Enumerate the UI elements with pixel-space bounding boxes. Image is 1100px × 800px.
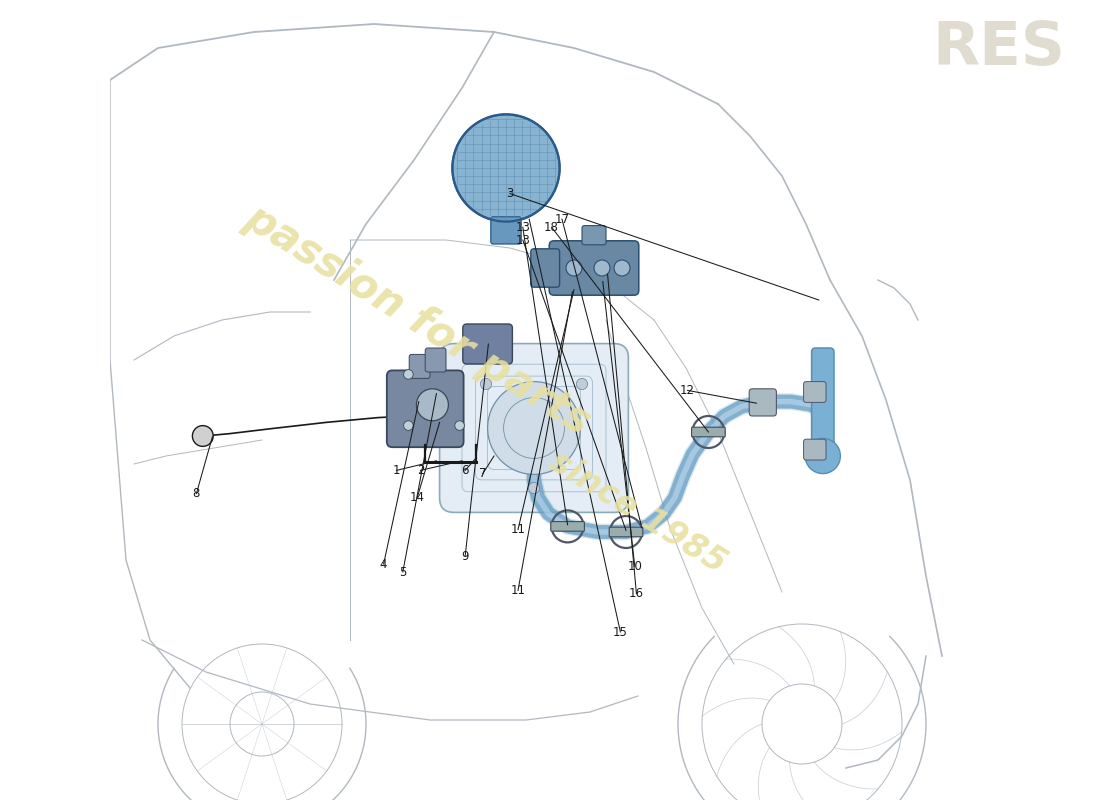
- Text: 1: 1: [393, 464, 400, 477]
- FancyBboxPatch shape: [463, 324, 513, 364]
- FancyBboxPatch shape: [549, 241, 639, 295]
- Text: 13: 13: [516, 234, 530, 246]
- FancyBboxPatch shape: [749, 389, 777, 416]
- Text: RES: RES: [933, 18, 1065, 78]
- Text: 13: 13: [516, 221, 530, 234]
- FancyBboxPatch shape: [440, 344, 628, 512]
- FancyBboxPatch shape: [387, 370, 463, 447]
- Text: 9: 9: [461, 550, 469, 562]
- FancyBboxPatch shape: [551, 522, 584, 531]
- FancyBboxPatch shape: [491, 217, 521, 244]
- Text: passion for parts: passion for parts: [238, 197, 598, 443]
- FancyBboxPatch shape: [692, 427, 725, 437]
- Text: 3: 3: [506, 187, 514, 200]
- Text: 11: 11: [510, 584, 526, 597]
- Circle shape: [594, 260, 610, 276]
- FancyBboxPatch shape: [426, 348, 446, 372]
- FancyBboxPatch shape: [582, 226, 606, 245]
- FancyBboxPatch shape: [409, 354, 430, 378]
- Text: since 1985: since 1985: [543, 445, 733, 579]
- FancyBboxPatch shape: [804, 439, 826, 460]
- Circle shape: [454, 421, 464, 430]
- Circle shape: [481, 378, 492, 390]
- Circle shape: [452, 114, 560, 222]
- Text: 11: 11: [510, 523, 526, 536]
- FancyBboxPatch shape: [609, 527, 642, 537]
- Text: 14: 14: [409, 491, 425, 504]
- Circle shape: [487, 382, 581, 474]
- Circle shape: [404, 370, 414, 379]
- Text: 8: 8: [192, 487, 200, 500]
- Circle shape: [192, 426, 213, 446]
- FancyBboxPatch shape: [812, 348, 834, 460]
- Text: 17: 17: [554, 213, 570, 226]
- Text: 12: 12: [680, 384, 695, 397]
- Circle shape: [417, 389, 449, 421]
- Circle shape: [614, 260, 630, 276]
- Text: 6: 6: [461, 464, 469, 477]
- FancyBboxPatch shape: [531, 249, 560, 287]
- Text: 16: 16: [629, 587, 644, 600]
- FancyBboxPatch shape: [804, 382, 826, 402]
- Text: 15: 15: [613, 626, 628, 638]
- Text: 5: 5: [399, 566, 407, 578]
- Text: 4: 4: [379, 558, 387, 570]
- Text: 10: 10: [627, 560, 642, 573]
- Circle shape: [528, 482, 540, 494]
- Circle shape: [805, 438, 840, 474]
- Circle shape: [566, 260, 582, 276]
- Text: 18: 18: [544, 221, 559, 234]
- Text: 2: 2: [417, 464, 425, 477]
- Circle shape: [576, 378, 587, 390]
- Text: 7: 7: [478, 467, 486, 480]
- Circle shape: [404, 421, 414, 430]
